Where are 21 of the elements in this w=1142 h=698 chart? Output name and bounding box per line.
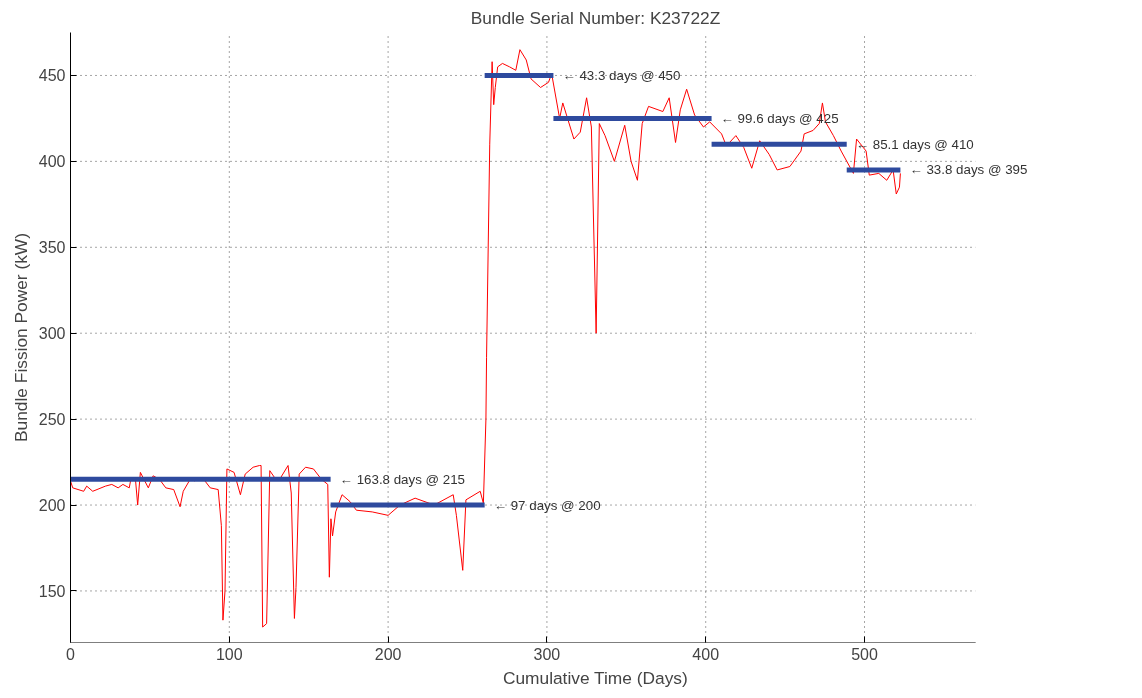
- annotation: ← 97 days @ 200: [493, 497, 601, 513]
- y-tick-label: 200: [38, 497, 66, 515]
- x-tick-label: 100: [215, 645, 243, 663]
- annotation: ← 43.3 days @ 450: [562, 67, 681, 83]
- x-tick-label: 500: [851, 645, 878, 663]
- y-tick-label: 400: [38, 153, 66, 171]
- x-tick-label: 0: [66, 645, 76, 663]
- x-tick-label: 400: [692, 645, 720, 663]
- annotation: ← 163.8 days @ 215: [339, 471, 466, 487]
- x-tick-label: 200: [374, 645, 402, 663]
- x-axis-title: Cumulative Time (Days): [502, 667, 688, 688]
- chart-title: Bundle Serial Number: K23722Z: [470, 7, 721, 28]
- line-series: [70, 49, 901, 628]
- y-tick-label: 250: [38, 411, 66, 429]
- x-tick-label: 300: [533, 645, 561, 663]
- y-tick-label: 150: [38, 582, 66, 600]
- annotation: ← 33.8 days @ 395: [909, 162, 1028, 178]
- y-tick-label: 300: [38, 325, 66, 343]
- y-tick-label: 450: [38, 67, 66, 85]
- y-axis-title: Bundle Fission Power (kW): [10, 233, 31, 442]
- y-tick-label: 350: [38, 239, 66, 257]
